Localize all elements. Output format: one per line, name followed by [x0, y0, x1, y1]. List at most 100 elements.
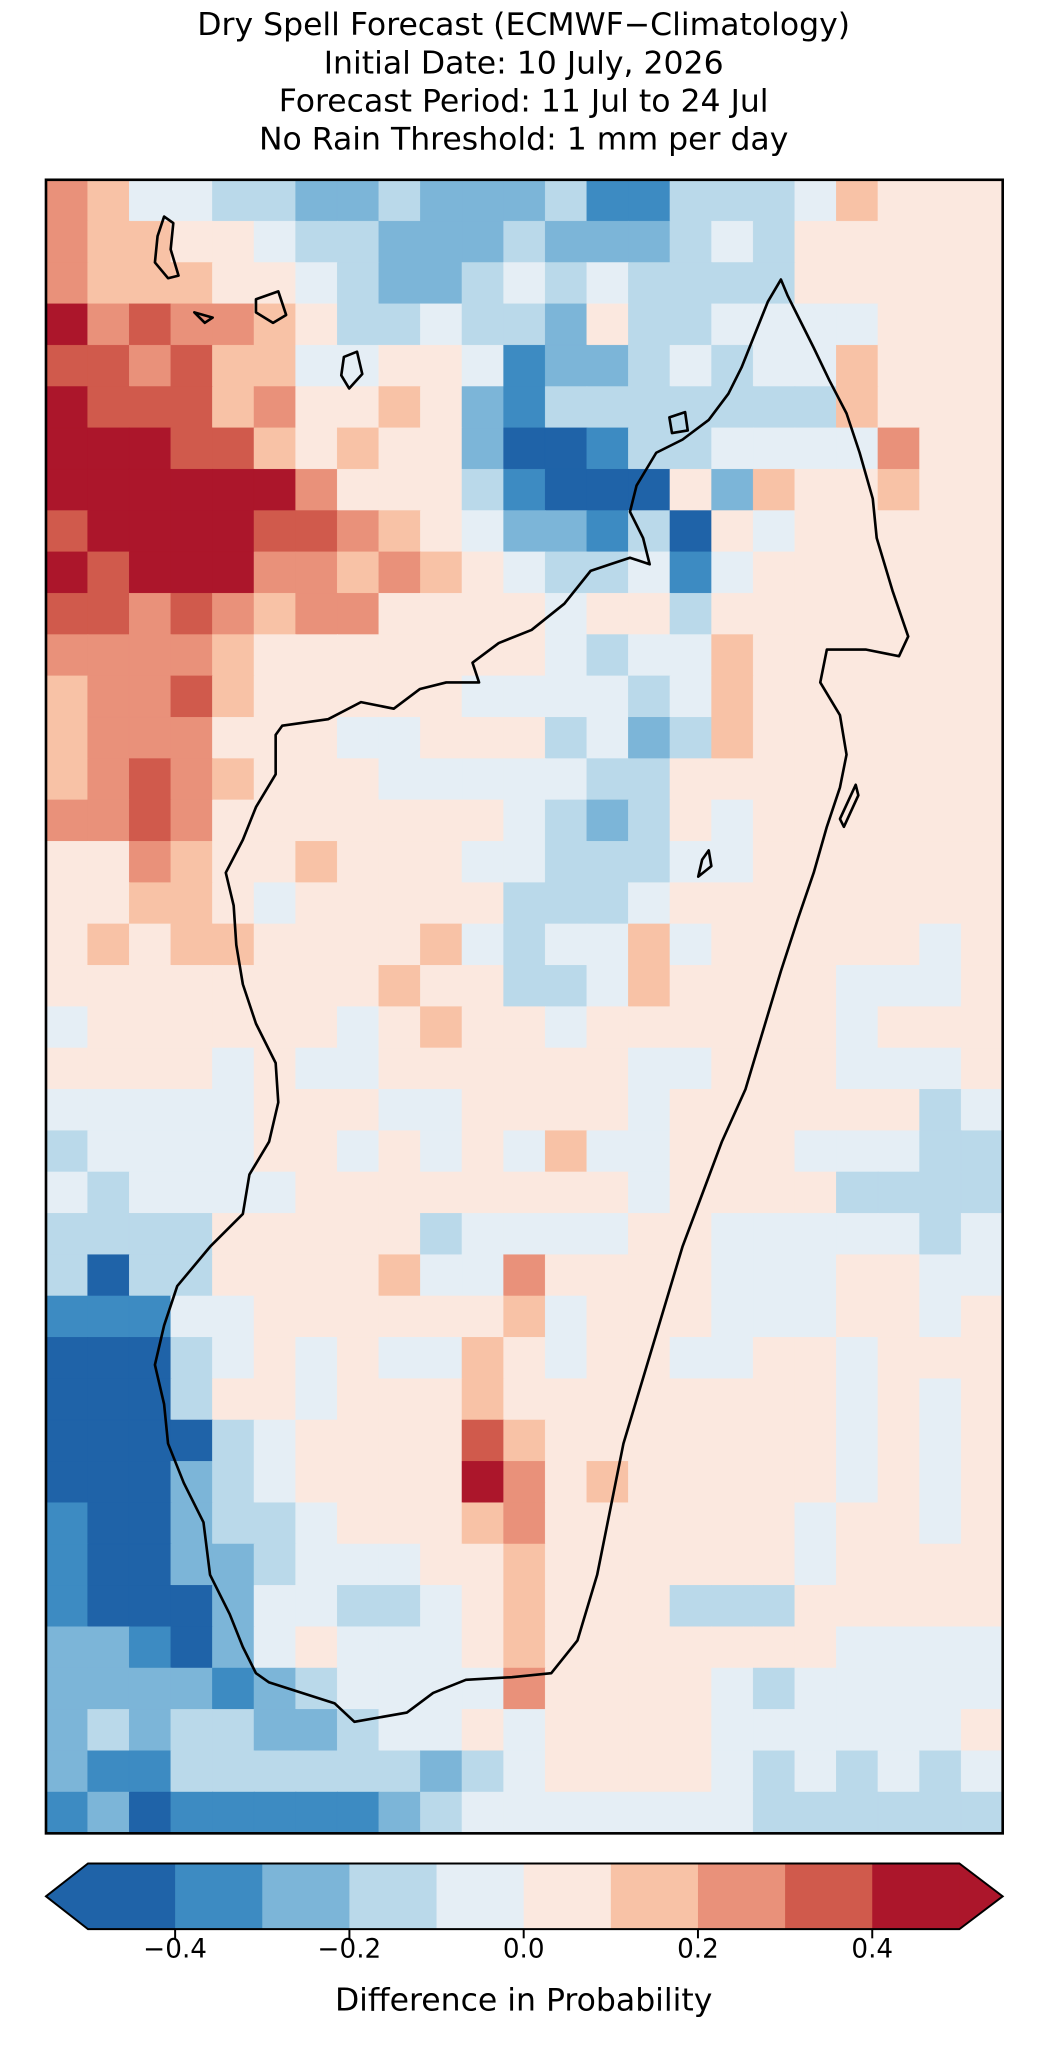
cell — [836, 427, 879, 470]
cell — [212, 923, 255, 966]
cell — [253, 592, 297, 636]
cell — [45, 386, 89, 429]
cell — [378, 1006, 422, 1049]
cell — [919, 1213, 962, 1256]
cell — [711, 841, 754, 884]
cell — [711, 1709, 754, 1752]
cell — [378, 592, 422, 636]
cell — [544, 551, 588, 594]
cell — [586, 1089, 630, 1132]
cell — [128, 303, 172, 346]
cell — [711, 634, 754, 677]
cell — [87, 468, 130, 512]
cell — [586, 1585, 630, 1628]
cell — [128, 468, 172, 512]
cell — [628, 592, 671, 636]
cell — [836, 303, 879, 346]
cell — [919, 1047, 962, 1090]
cell — [877, 303, 921, 346]
cell — [420, 427, 463, 470]
cell — [544, 799, 588, 842]
cell — [45, 179, 89, 222]
cell — [87, 1295, 130, 1338]
cell — [295, 1213, 338, 1256]
cell — [128, 799, 172, 842]
cell — [669, 1791, 713, 1835]
cell — [586, 220, 630, 264]
cell — [794, 510, 838, 553]
cell — [170, 510, 214, 553]
cell — [336, 799, 380, 842]
cell — [45, 592, 89, 636]
cell — [45, 1006, 89, 1049]
cell — [336, 1130, 380, 1173]
cell — [212, 758, 255, 801]
cell — [586, 799, 630, 842]
cell — [794, 1585, 838, 1628]
cell — [960, 1419, 1004, 1463]
cell — [752, 1130, 796, 1173]
cell — [253, 1750, 297, 1793]
cell — [544, 1089, 588, 1132]
cell — [669, 923, 713, 966]
cell — [461, 386, 505, 429]
cell — [420, 923, 463, 966]
cell — [877, 262, 921, 305]
cell — [170, 923, 214, 966]
cell — [420, 1295, 463, 1338]
cell — [503, 1502, 546, 1545]
cell — [378, 634, 422, 677]
cell — [87, 1419, 130, 1463]
colorbar-swatch — [262, 1863, 351, 1930]
cell — [336, 1378, 380, 1421]
cell — [45, 262, 89, 305]
cell — [295, 179, 338, 222]
cell — [336, 758, 380, 801]
cell — [877, 592, 921, 636]
cell — [752, 882, 796, 925]
colorbar-swatch — [523, 1863, 612, 1930]
cell — [669, 1213, 713, 1256]
cell — [628, 1626, 671, 1669]
cell — [170, 468, 214, 512]
cell — [836, 1337, 879, 1380]
cell — [212, 303, 255, 346]
cell — [170, 220, 214, 264]
cell — [87, 1461, 130, 1504]
cell — [253, 841, 297, 884]
cell — [45, 1709, 89, 1752]
cell — [420, 179, 463, 222]
cell — [752, 1047, 796, 1090]
cell — [711, 1089, 754, 1132]
cell — [336, 965, 380, 1008]
cell — [794, 1378, 838, 1421]
cell — [170, 841, 214, 884]
cell — [586, 1295, 630, 1338]
cell — [877, 551, 921, 594]
coastline-island — [254, 290, 288, 325]
chart-title: Forecast Period: 11 Jul to 24 Jul — [279, 83, 769, 119]
cell — [295, 551, 338, 594]
cell — [836, 1750, 879, 1793]
cell — [420, 799, 463, 842]
cell — [336, 427, 380, 470]
cell — [711, 510, 754, 553]
cell — [919, 1461, 962, 1504]
cell — [752, 716, 796, 760]
cell — [586, 303, 630, 346]
cell — [212, 1709, 255, 1752]
cell — [212, 675, 255, 718]
cell — [128, 179, 172, 222]
cell — [378, 675, 422, 718]
cell — [420, 1626, 463, 1669]
cell — [378, 799, 422, 842]
cell — [461, 1667, 505, 1711]
cell — [461, 1461, 505, 1504]
cell — [877, 965, 921, 1008]
cell — [586, 427, 630, 470]
cell — [877, 882, 921, 925]
cell — [45, 1295, 89, 1338]
cell — [295, 799, 338, 842]
cell — [752, 1502, 796, 1545]
cell — [960, 1047, 1004, 1090]
